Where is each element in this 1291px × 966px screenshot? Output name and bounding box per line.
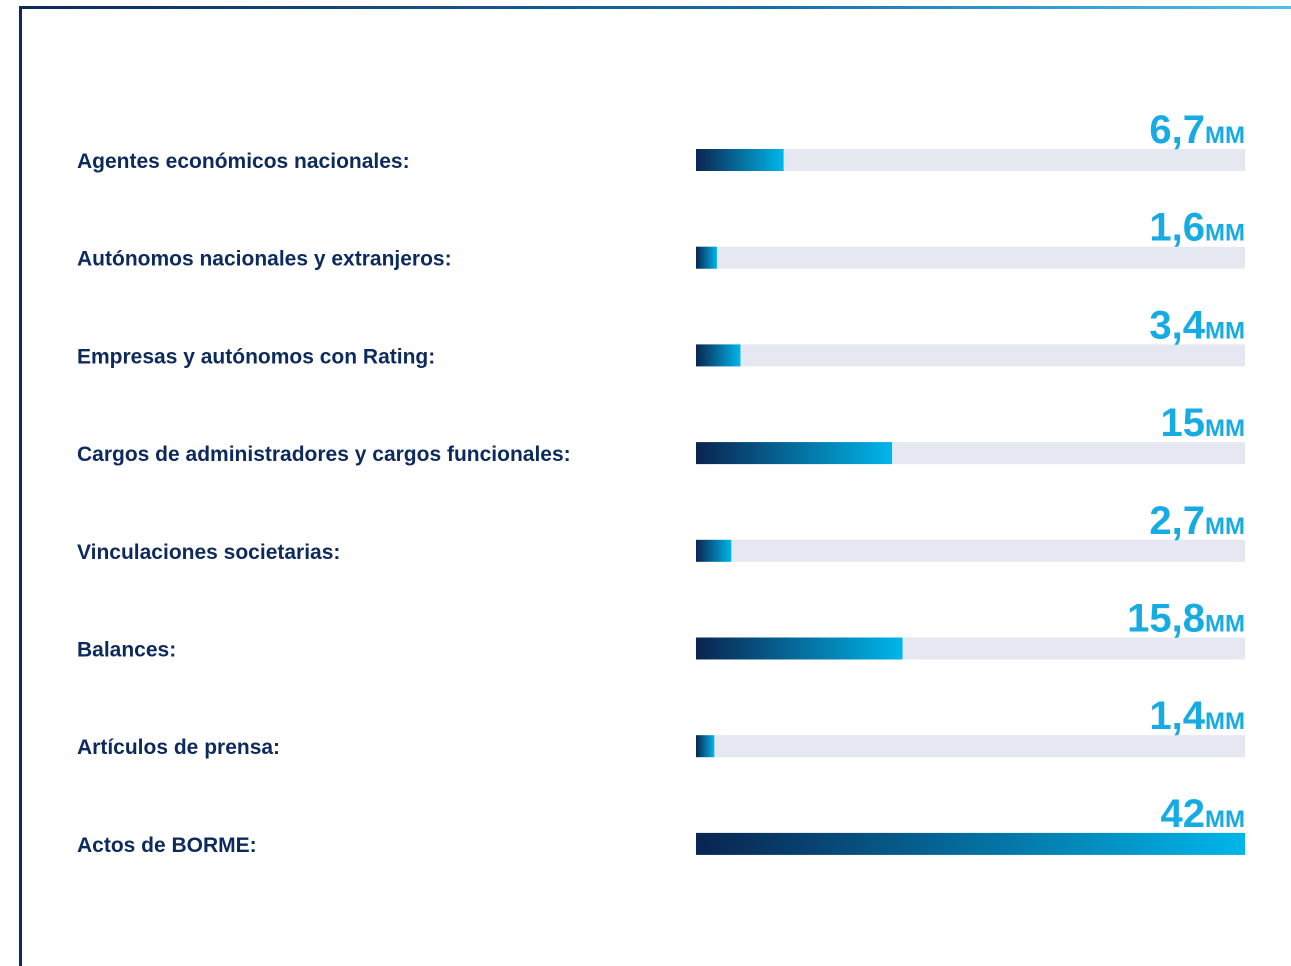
value-label: 6,7MM bbox=[1149, 108, 1245, 152]
bar bbox=[696, 442, 893, 465]
value-number: 1,4 bbox=[1149, 694, 1205, 738]
value-label: 1,6MM bbox=[1149, 206, 1245, 250]
row-label: Actos de BORME: bbox=[77, 834, 257, 857]
row-label: Empresas y autónomos con Rating: bbox=[77, 345, 435, 368]
bar-track bbox=[696, 246, 1245, 269]
value-label: 42MM bbox=[1161, 792, 1245, 836]
value-label: 3,4MM bbox=[1149, 303, 1245, 347]
frame-left bbox=[19, 6, 22, 966]
bar-track bbox=[696, 539, 1245, 562]
row-label: Autónomos nacionales y extranjeros: bbox=[77, 248, 452, 271]
value-number: 15,8 bbox=[1127, 597, 1205, 641]
row-label: Artículos de prensa: bbox=[77, 736, 280, 759]
value-unit: MM bbox=[1205, 513, 1245, 540]
value-unit: MM bbox=[1205, 708, 1245, 735]
value-label: 2,7MM bbox=[1149, 499, 1245, 543]
row-label: Agentes económicos nacionales: bbox=[77, 150, 410, 173]
bar bbox=[696, 832, 1245, 855]
value-number: 15 bbox=[1161, 401, 1206, 445]
value-unit: MM bbox=[1205, 122, 1245, 149]
bar-track bbox=[696, 735, 1245, 758]
bar-track bbox=[696, 149, 1245, 171]
bar bbox=[696, 149, 784, 171]
bar bbox=[696, 246, 717, 269]
row-label: Vinculaciones societarias: bbox=[77, 541, 340, 564]
value-label: 1,4MM bbox=[1149, 694, 1245, 738]
bar bbox=[696, 637, 903, 660]
value-number: 6,7 bbox=[1149, 108, 1205, 152]
value-unit: MM bbox=[1205, 806, 1245, 833]
value-number: 42 bbox=[1161, 792, 1206, 836]
value-unit: MM bbox=[1205, 220, 1245, 247]
value-unit: MM bbox=[1205, 611, 1245, 638]
row-label: Cargos de administradores y cargos funci… bbox=[77, 443, 571, 466]
value-label: 15,8MM bbox=[1127, 597, 1245, 641]
row-label: Balances: bbox=[77, 639, 176, 662]
bar bbox=[696, 735, 715, 758]
bar-track bbox=[696, 344, 1245, 367]
value-unit: MM bbox=[1205, 317, 1245, 344]
value-number: 1,6 bbox=[1149, 206, 1205, 250]
value-number: 2,7 bbox=[1149, 499, 1205, 543]
bar bbox=[696, 539, 732, 562]
value-number: 3,4 bbox=[1149, 303, 1205, 347]
frame-top bbox=[19, 6, 1291, 9]
value-unit: MM bbox=[1205, 415, 1245, 442]
value-label: 15MM bbox=[1161, 401, 1245, 445]
bar bbox=[696, 344, 741, 367]
